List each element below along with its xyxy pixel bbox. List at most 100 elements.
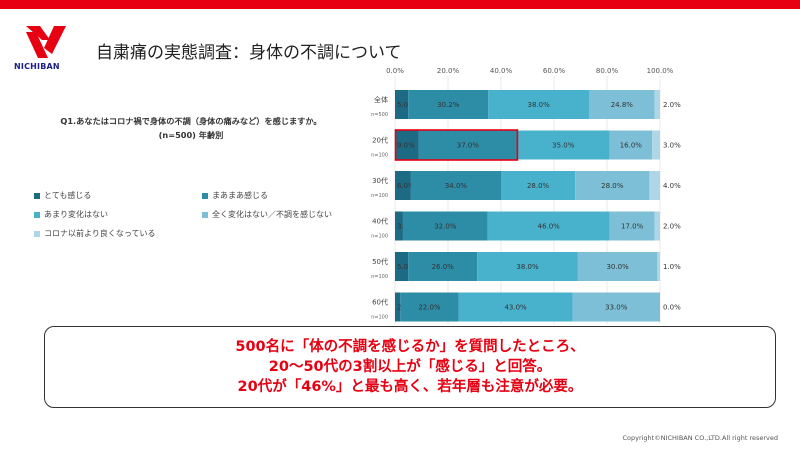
x-tick-label: 100.0% bbox=[647, 67, 674, 75]
bar-segment bbox=[395, 252, 409, 281]
bar-segment bbox=[402, 211, 488, 241]
bar-segment bbox=[487, 211, 610, 241]
bar-segment bbox=[408, 90, 489, 119]
legend-label: まあまあ感じる bbox=[212, 191, 268, 200]
bar-segment bbox=[649, 171, 660, 200]
bar-segment bbox=[410, 171, 501, 200]
bar-segment bbox=[408, 252, 478, 281]
legend-swatch bbox=[202, 211, 208, 218]
highlight-box bbox=[394, 129, 519, 161]
bar-segment bbox=[516, 130, 610, 160]
legend-swatch bbox=[34, 230, 40, 237]
legend-item: あまり変化はない bbox=[34, 209, 108, 220]
bar-segment bbox=[572, 292, 660, 322]
data-label: 28.0% bbox=[601, 182, 624, 190]
bar-segment bbox=[575, 171, 650, 200]
bar-segment bbox=[477, 252, 578, 281]
logo-text: NICHIBAN bbox=[14, 62, 60, 71]
top-accent-bar bbox=[0, 0, 800, 9]
bar-segment bbox=[395, 130, 419, 160]
stacked-bar-chart: 0.0% 20.0% 40.0% 60.0% 80.0% 100.0% 全体 n=500 5.0… bbox=[371, 67, 681, 324]
data-label: 33.0% bbox=[605, 304, 628, 312]
x-tick-label: 80.0% bbox=[596, 67, 619, 75]
page-title: 自粛痛の実態調査：身体の不調について bbox=[96, 43, 402, 63]
data-label: 26.0% bbox=[432, 263, 455, 271]
bar-segment bbox=[395, 171, 411, 200]
legend-item: とても感じる bbox=[34, 190, 91, 201]
bar-segment bbox=[654, 90, 660, 119]
bar-segment bbox=[588, 90, 655, 119]
data-label: 17.0% bbox=[621, 223, 644, 231]
data-label: 28.0% bbox=[527, 182, 550, 190]
legend-item: 全く変化はない／不調を感じない bbox=[202, 209, 332, 220]
data-label: 2.0% bbox=[663, 101, 681, 109]
bar-segment bbox=[400, 292, 459, 322]
data-label: 38.0% bbox=[528, 101, 551, 109]
legend-label: コロナ以前より良くなっている bbox=[44, 229, 156, 238]
category-label: 40代 bbox=[372, 217, 388, 226]
data-label: 30.0% bbox=[606, 263, 629, 271]
x-tick-label: 40.0% bbox=[490, 67, 513, 75]
sample-size-label: n=500 bbox=[371, 112, 388, 118]
sample-size-label: n=100 bbox=[371, 153, 388, 159]
sample-size-label: n=100 bbox=[371, 234, 388, 240]
sample-size-label: n=100 bbox=[371, 315, 388, 321]
legend-label: 全く変化はない／不調を感じない bbox=[212, 210, 332, 219]
nichiban-logo-icon bbox=[26, 26, 66, 58]
bar-segment bbox=[395, 211, 403, 241]
survey-question: Q1.あなたはコロナ禍で身体の不調（身体の痛みなど）を感じますか。 (n=500… bbox=[18, 114, 364, 142]
legend-label: あまり変化はない bbox=[44, 210, 108, 219]
legend-swatch bbox=[34, 192, 40, 199]
data-label: 1.0% bbox=[663, 263, 681, 271]
data-label: 32.0% bbox=[434, 223, 457, 231]
bar-segment bbox=[501, 171, 576, 200]
data-label: 46.0% bbox=[538, 223, 561, 231]
category-label: 30代 bbox=[372, 176, 388, 185]
data-label: 2.0% bbox=[663, 223, 681, 231]
data-label: 5.0% bbox=[397, 263, 415, 271]
category-label: 20代 bbox=[372, 136, 388, 145]
legend-item: コロナ以前より良くなっている bbox=[34, 228, 155, 239]
data-label: 5.0% bbox=[397, 101, 415, 109]
legend-item: まあまあ感じる bbox=[202, 190, 268, 201]
bar-segment bbox=[609, 211, 655, 241]
bar-segment bbox=[577, 252, 658, 281]
data-label: 24.8% bbox=[611, 101, 634, 109]
legend-label: とても感じる bbox=[44, 191, 92, 200]
callout-line-2: 20～50代の3割以上が「感じる」と回答。 bbox=[268, 359, 552, 375]
data-label: 34.0% bbox=[445, 182, 468, 190]
category-label: 全体 bbox=[374, 95, 388, 104]
legend-swatch bbox=[34, 211, 40, 218]
data-label: 9.0% bbox=[397, 142, 415, 150]
bar-segment bbox=[395, 90, 409, 119]
data-label: 38.0% bbox=[516, 263, 539, 271]
data-label: 37.0% bbox=[457, 142, 480, 150]
data-label: 30.2% bbox=[437, 101, 460, 109]
bar-segment bbox=[458, 292, 573, 322]
data-label: 0.0% bbox=[663, 304, 681, 312]
data-label: 35.0% bbox=[552, 142, 575, 150]
data-label: 4.0% bbox=[663, 182, 681, 190]
question-text: Q1.あなたはコロナ禍で身体の不調（身体の痛みなど）を感じますか。 bbox=[60, 116, 322, 126]
callout-line-1: 500名に「体の不調を感じるか」を質問したところ、 bbox=[235, 339, 585, 355]
bar-segment bbox=[418, 130, 517, 160]
x-tick-label: 20.0% bbox=[437, 67, 460, 75]
bar-segment bbox=[652, 130, 660, 160]
question-sample: (n=500) 年齢別 bbox=[158, 130, 224, 140]
callout-line-3: 20代が「46%」と最も高く、若年層も注意が必要。 bbox=[237, 379, 583, 395]
legend-swatch bbox=[202, 192, 208, 199]
bar-segment bbox=[654, 211, 660, 241]
copyright: Copyright©NICHIBAN CO.,LTD.All right res… bbox=[622, 434, 778, 442]
sample-size-label: n=100 bbox=[371, 193, 388, 199]
summary-callout: 500名に「体の不調を感じるか」を質問したところ、 20～50代の3割以上が「感… bbox=[44, 326, 776, 408]
data-label: 6.0% bbox=[397, 182, 415, 190]
x-tick-label: 60.0% bbox=[543, 67, 566, 75]
data-label: 3.0% bbox=[663, 142, 681, 150]
bar-segment bbox=[657, 252, 660, 281]
sample-size-label: n=100 bbox=[371, 274, 388, 280]
data-label: 43.0% bbox=[504, 304, 527, 312]
x-tick-label: 0.0% bbox=[386, 67, 404, 75]
data-label: 22.0% bbox=[418, 304, 441, 312]
data-label: 16.0% bbox=[620, 142, 643, 150]
bar-segment bbox=[395, 292, 401, 322]
